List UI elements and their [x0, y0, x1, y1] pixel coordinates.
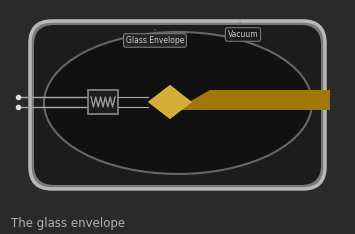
Polygon shape [148, 85, 192, 119]
Text: The glass envelope: The glass envelope [11, 217, 125, 230]
Text: Glass Envelope: Glass Envelope [126, 30, 184, 45]
Polygon shape [148, 85, 192, 119]
Polygon shape [175, 90, 330, 110]
Text: Vacuum: Vacuum [228, 22, 258, 39]
FancyBboxPatch shape [34, 25, 321, 185]
Polygon shape [175, 90, 210, 110]
Ellipse shape [44, 32, 312, 174]
FancyBboxPatch shape [30, 21, 325, 189]
Bar [88, 90, 118, 114]
